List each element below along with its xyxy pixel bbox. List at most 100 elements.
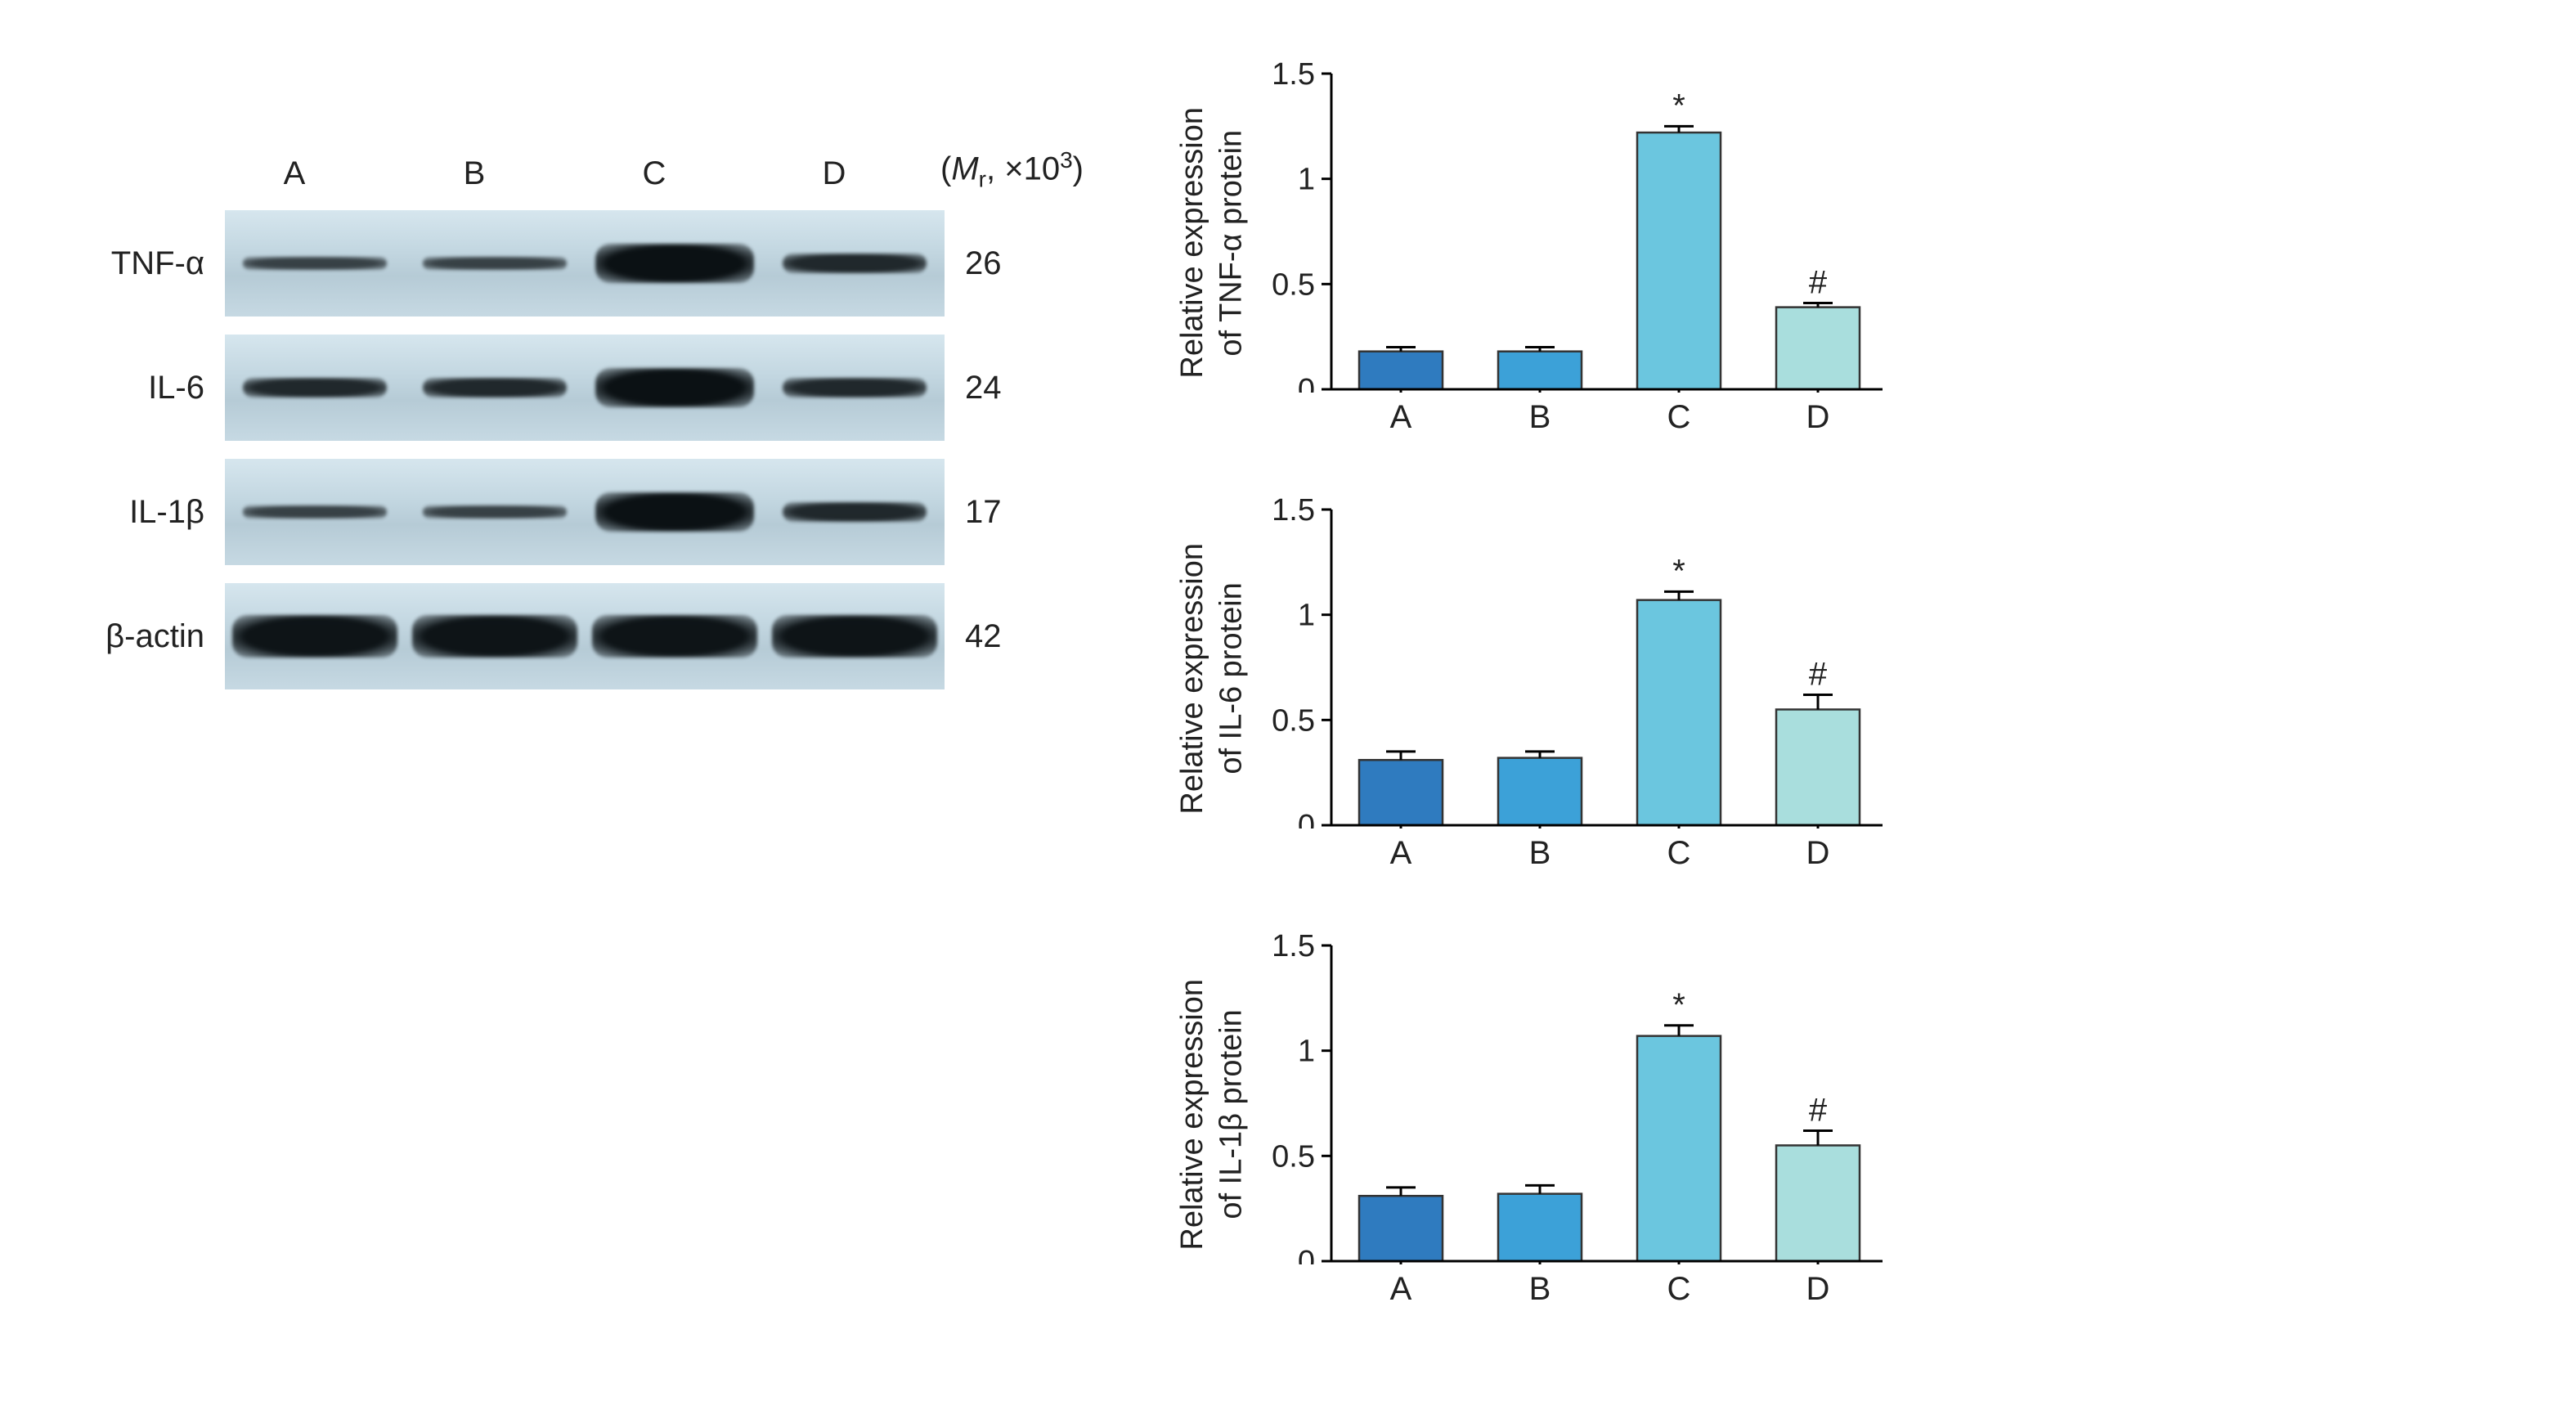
chart-xlabels: ABCD — [1331, 828, 1887, 872]
xlabel: C — [1609, 1264, 1748, 1308]
lane-label-c: C — [564, 155, 744, 192]
chart-plot: 00.511.5*# — [1266, 921, 1887, 1264]
bar-charts-panel: Relative expression of TNF-α protein 0 0.5… — [1174, 49, 1887, 1308]
svg-text:#: # — [1809, 656, 1828, 692]
blot-band — [592, 615, 757, 658]
blot-band — [232, 615, 397, 658]
svg-text:#: # — [1809, 1092, 1828, 1128]
blot-mw: 17 — [945, 494, 1039, 531]
xlabel: C — [1609, 828, 1748, 872]
chart-1: Relative expression of IL-6 protein00.51… — [1174, 485, 1887, 872]
blot-row-tnf: TNF-α26 — [82, 210, 1084, 317]
blot-band — [243, 257, 387, 270]
chart-ylabel: Relative expression of TNF-α protein — [1174, 107, 1251, 379]
chart-plot: 00.511.5*# — [1266, 485, 1887, 828]
xlabel: D — [1748, 828, 1887, 872]
chart-0: Relative expression of TNF-α protein 0 0.5… — [1174, 49, 1887, 436]
blot-lane — [405, 210, 585, 317]
blot-lane — [585, 459, 765, 565]
blot-lane — [225, 210, 405, 317]
svg-text:1.5: 1.5 — [1272, 493, 1315, 528]
blot-lane — [405, 583, 585, 689]
blot-band — [595, 368, 754, 407]
blot-strip — [225, 583, 945, 689]
svg-text:1: 1 — [1298, 163, 1315, 197]
blot-lane — [585, 583, 765, 689]
svg-text:*: * — [1672, 553, 1685, 589]
blot-strip — [225, 335, 945, 441]
chart-plot: 0 0.5 1 1.5 * # — [1266, 49, 1887, 393]
lane-label-b: B — [384, 155, 564, 192]
blot-name: β-actin — [82, 618, 225, 655]
blot-row-il6: IL-6 24 — [82, 335, 1084, 441]
mr-label: (Mr, ×103) — [940, 147, 1084, 192]
chart-ylabel: Relative expression of IL-1β protein — [1174, 979, 1251, 1251]
bar — [1359, 1196, 1443, 1261]
blot-lane — [585, 335, 765, 441]
blot-lane — [765, 459, 945, 565]
bar — [1498, 758, 1582, 825]
bar — [1776, 709, 1860, 825]
blot-mw: 24 — [945, 370, 1039, 406]
xlabel: D — [1748, 1264, 1887, 1308]
blot-band — [423, 378, 567, 397]
blot-lane — [225, 583, 405, 689]
blot-lane — [225, 459, 405, 565]
western-blot-panel: ABCD(Mr, ×103) TNF-α26 IL-6 24 IL-1β 17 β-act… — [82, 147, 1084, 689]
bar — [1776, 308, 1860, 389]
blot-band — [412, 615, 577, 658]
bar — [1498, 352, 1582, 389]
bar — [1776, 1145, 1860, 1261]
blot-lane — [765, 210, 945, 317]
chart-ylabel: Relative expression of IL-6 protein — [1174, 543, 1251, 815]
blot-lane — [765, 335, 945, 441]
svg-text:1: 1 — [1298, 599, 1315, 633]
blot-lane — [405, 459, 585, 565]
bar — [1637, 1036, 1721, 1261]
blot-name: TNF-α — [82, 245, 225, 282]
blot-name: IL-1β — [82, 494, 225, 531]
bar — [1637, 600, 1721, 825]
xlabel: B — [1470, 393, 1609, 436]
blot-lane — [225, 335, 405, 441]
svg-text:0.5: 0.5 — [1272, 267, 1315, 302]
svg-text:0: 0 — [1298, 373, 1315, 393]
bar — [1359, 760, 1443, 825]
blot-lane — [405, 335, 585, 441]
blot-row-actin: β-actin 42 — [82, 583, 1084, 689]
blot-band — [243, 378, 387, 397]
chart-xlabels: ABCD — [1331, 393, 1887, 436]
blot-band — [243, 505, 387, 519]
svg-text:*: * — [1672, 88, 1685, 123]
bar — [1637, 132, 1721, 389]
svg-text:1.5: 1.5 — [1272, 929, 1315, 963]
svg-text:1.5: 1.5 — [1272, 57, 1315, 92]
svg-text:0: 0 — [1298, 1245, 1315, 1264]
svg-text:0.5: 0.5 — [1272, 1139, 1315, 1174]
chart-xlabels: ABCD — [1331, 1264, 1887, 1308]
blot-name: IL-6 — [82, 370, 225, 406]
blot-band — [595, 492, 754, 532]
blot-band — [783, 378, 927, 397]
xlabel: A — [1331, 1264, 1470, 1308]
svg-text:*: * — [1672, 987, 1685, 1023]
xlabel: D — [1748, 393, 1887, 436]
xlabel: B — [1470, 1264, 1609, 1308]
blot-band — [783, 502, 927, 522]
lane-header: ABCD(Mr, ×103) — [204, 147, 1084, 192]
xlabel: C — [1609, 393, 1748, 436]
blot-strip — [225, 459, 945, 565]
xlabel: A — [1331, 828, 1470, 872]
blot-band — [423, 257, 567, 270]
blot-mw: 42 — [945, 618, 1039, 655]
blot-band — [772, 615, 937, 658]
bar — [1498, 1194, 1582, 1261]
blot-band — [595, 244, 754, 283]
blot-row-il1: IL-1β 17 — [82, 459, 1084, 565]
bar — [1359, 352, 1443, 389]
svg-text:#: # — [1809, 264, 1828, 300]
xlabel: A — [1331, 393, 1470, 436]
blot-band — [783, 254, 927, 273]
blot-lane — [765, 583, 945, 689]
svg-text:0.5: 0.5 — [1272, 703, 1315, 738]
